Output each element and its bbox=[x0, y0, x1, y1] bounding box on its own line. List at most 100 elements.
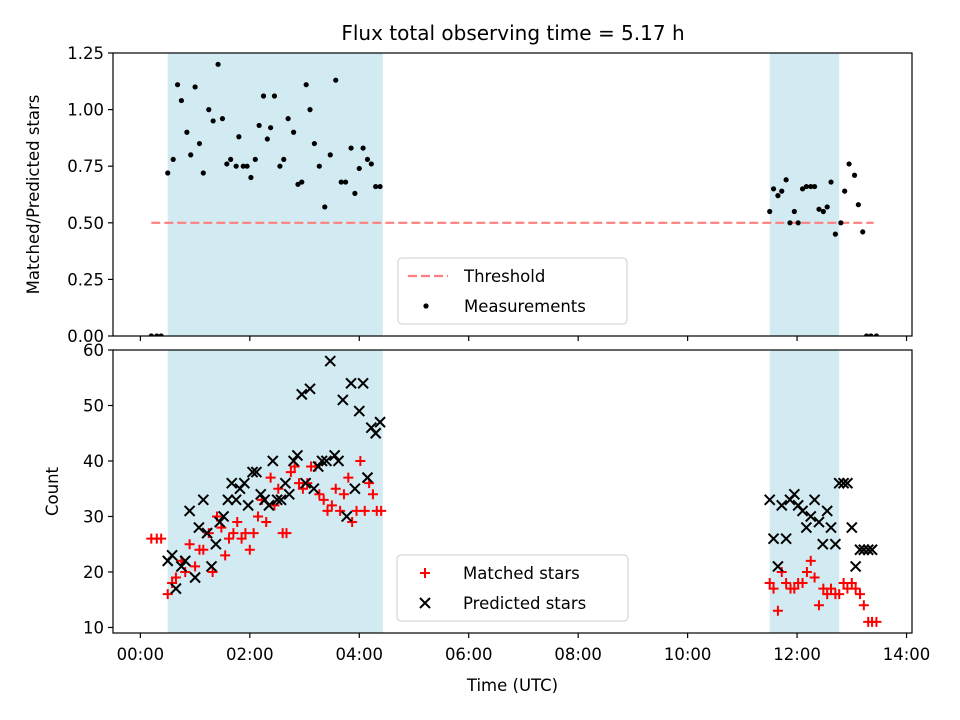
data-point bbox=[776, 566, 787, 577]
data-point bbox=[342, 179, 349, 185]
data-point bbox=[352, 190, 358, 196]
data-point bbox=[230, 494, 242, 506]
data-point bbox=[328, 449, 341, 462]
data-point bbox=[228, 528, 239, 539]
data-point bbox=[253, 511, 264, 522]
data-point bbox=[248, 528, 259, 539]
data-point bbox=[175, 560, 188, 573]
data-point bbox=[338, 489, 349, 500]
data-point bbox=[170, 156, 176, 163]
data-point bbox=[337, 394, 349, 406]
data-point bbox=[299, 179, 305, 185]
data-point bbox=[303, 82, 309, 88]
y-tick-label: 40 bbox=[83, 452, 104, 471]
data-point bbox=[165, 170, 171, 176]
data-point bbox=[330, 483, 341, 494]
data-point bbox=[200, 170, 206, 176]
data-point bbox=[311, 140, 317, 147]
y-tick-label: 50 bbox=[83, 396, 104, 415]
data-point bbox=[214, 516, 226, 528]
data-point bbox=[343, 472, 354, 483]
data-point bbox=[783, 177, 789, 183]
data-point bbox=[154, 333, 160, 336]
data-point bbox=[273, 483, 284, 494]
data-point bbox=[846, 578, 857, 589]
data-point bbox=[374, 416, 386, 428]
legend: Threshold Measurements bbox=[397, 257, 628, 325]
series-0 bbox=[148, 61, 880, 336]
data-point bbox=[265, 472, 276, 483]
data-point bbox=[821, 505, 833, 517]
data-point bbox=[780, 532, 792, 545]
data-point bbox=[275, 494, 287, 506]
data-point bbox=[808, 494, 821, 506]
data-point bbox=[809, 572, 820, 583]
legend-box bbox=[396, 554, 629, 622]
data-point bbox=[299, 477, 312, 489]
data-point bbox=[250, 466, 263, 478]
y-tick-label: 10 bbox=[83, 618, 104, 637]
data-point bbox=[360, 145, 366, 151]
data-point bbox=[228, 156, 234, 163]
data-point bbox=[805, 510, 817, 523]
data-point bbox=[842, 188, 848, 194]
data-point bbox=[302, 478, 313, 489]
data-point bbox=[833, 477, 845, 489]
legend-swatch bbox=[420, 568, 430, 578]
data-point bbox=[170, 582, 182, 595]
data-point bbox=[775, 193, 781, 199]
data-point bbox=[217, 510, 230, 523]
data-point bbox=[345, 377, 357, 390]
data-point bbox=[855, 589, 866, 600]
data-point bbox=[779, 188, 785, 194]
x-tick-label: 12:00 bbox=[773, 645, 821, 664]
data-point bbox=[156, 533, 167, 544]
data-point bbox=[166, 549, 178, 562]
data-point bbox=[238, 477, 251, 489]
data-point bbox=[283, 488, 295, 500]
y-tick-label: 60 bbox=[83, 341, 104, 360]
axes-frame bbox=[112, 52, 913, 337]
data-point bbox=[263, 499, 275, 512]
data-point bbox=[361, 471, 374, 484]
data-point bbox=[296, 388, 308, 401]
data-point bbox=[290, 129, 297, 135]
y-tick-label: 1.00 bbox=[67, 101, 104, 120]
data-point bbox=[796, 505, 809, 517]
data-point bbox=[368, 161, 374, 167]
data-point bbox=[776, 499, 788, 512]
data-point bbox=[215, 61, 221, 67]
data-point bbox=[824, 204, 830, 210]
data-point bbox=[308, 483, 320, 495]
data-point bbox=[851, 172, 858, 178]
data-point bbox=[349, 483, 361, 495]
data-point bbox=[224, 533, 235, 544]
x-tick-label: 02:00 bbox=[226, 645, 274, 664]
data-point bbox=[316, 455, 328, 467]
data-point bbox=[174, 82, 181, 88]
data-point bbox=[201, 527, 213, 539]
data-point bbox=[866, 544, 878, 556]
data-point bbox=[854, 544, 866, 556]
data-point bbox=[791, 208, 797, 215]
data-point bbox=[369, 427, 382, 439]
data-point bbox=[855, 202, 861, 208]
data-point bbox=[764, 578, 775, 589]
data-point bbox=[333, 77, 339, 83]
data-point bbox=[327, 152, 333, 158]
legend-label: Predicted stars bbox=[463, 594, 586, 613]
data-point bbox=[167, 578, 178, 589]
data-point bbox=[148, 333, 154, 336]
data-point bbox=[873, 333, 880, 336]
top-panel: 0.00 0.25 0.50 0.75 1.00 1.25 Matched/Predicte… bbox=[24, 44, 913, 346]
x-tick-label: 04:00 bbox=[335, 645, 383, 664]
axes-frame bbox=[112, 349, 913, 634]
data-point bbox=[868, 333, 874, 336]
data-point bbox=[789, 583, 800, 594]
y-tick-label: 0.25 bbox=[67, 270, 104, 289]
data-point bbox=[825, 521, 837, 534]
y-tick-label: 0.00 bbox=[67, 327, 104, 346]
data-point bbox=[314, 489, 325, 500]
shaded-interval-1 bbox=[769, 350, 840, 633]
data-point bbox=[312, 460, 324, 473]
